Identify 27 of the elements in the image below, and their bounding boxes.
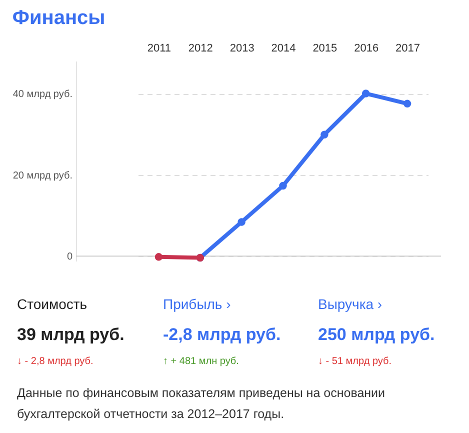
point — [362, 90, 370, 98]
text: Данные по финансовым показателям приведены на основании бухгалтерской отчетности за 2012–2017 годы. — [17, 386, 386, 421]
text: ↓ - 2,8 млрд руб. — [17, 356, 94, 367]
text: -2,8 млрд руб. — [163, 325, 281, 344]
text: Выручка › — [318, 296, 382, 312]
y-tick-label: 40 млрд руб. — [12, 89, 72, 100]
text: ↑ + 481 млн руб. — [163, 356, 239, 367]
point — [320, 130, 328, 138]
x-tick-label: 2011 — [147, 42, 172, 54]
text: Стоимость — [17, 296, 88, 312]
y-tick-label: 20 млрд руб. — [12, 170, 72, 182]
text: 39 млрд руб. — [17, 325, 124, 344]
x-tick-label: 2016 — [354, 42, 379, 54]
x-tick-label: 2013 — [230, 42, 254, 54]
point — [403, 100, 412, 108]
text: 250 млрд руб. — [318, 325, 435, 344]
point — [154, 253, 163, 261]
x-tick-label: 2017 — [396, 42, 420, 54]
text: ↓ - 51 млрд руб. — [318, 356, 392, 367]
x-tick-label: 2012 — [188, 42, 213, 54]
y-tick-label: 0 — [66, 252, 73, 263]
point — [279, 182, 287, 190]
x-tick-label: 2015 — [312, 42, 338, 54]
point — [238, 218, 246, 226]
text: Прибыль › — [163, 296, 232, 312]
x-tick-label: 2014 — [271, 42, 296, 54]
chart-title: Финансы — [12, 7, 106, 29]
